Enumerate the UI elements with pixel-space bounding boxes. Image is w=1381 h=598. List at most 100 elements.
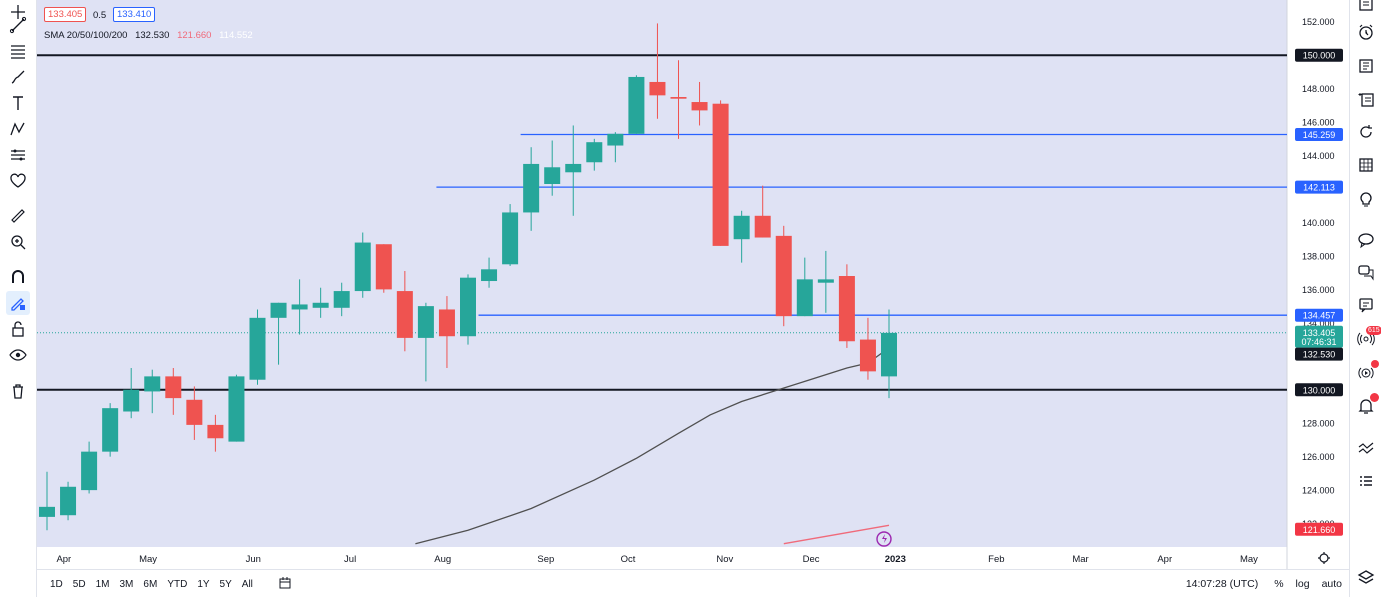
candle[interactable] (733, 210, 750, 263)
percent-toggle[interactable]: % (1274, 578, 1284, 590)
brush-icon[interactable] (6, 65, 30, 89)
candle[interactable] (607, 132, 624, 163)
layers-icon[interactable] (1354, 565, 1378, 589)
candle[interactable] (312, 287, 329, 318)
chat-cloud-icon[interactable] (1354, 228, 1378, 252)
candle[interactable] (396, 270, 413, 352)
refresh-cycle-icon[interactable] (1354, 120, 1378, 144)
timeframe-button-1y[interactable]: 1Y (197, 578, 210, 590)
x-tick-label: Apr (1157, 554, 1172, 565)
candle[interactable] (102, 403, 119, 457)
pattern-tool-icon[interactable] (6, 117, 30, 141)
candle[interactable] (754, 185, 771, 238)
timeframe-button-1d[interactable]: 1D (50, 578, 63, 590)
trend-line-icon[interactable] (6, 13, 30, 37)
candle[interactable] (523, 147, 540, 231)
candle[interactable] (796, 257, 813, 317)
candle[interactable] (460, 274, 476, 345)
candle[interactable] (81, 441, 98, 494)
zoom-in-icon[interactable] (6, 230, 30, 254)
candle[interactable] (144, 369, 161, 414)
stream-play-icon[interactable] (1354, 361, 1378, 385)
price-chart[interactable]: 122.000124.000126.000128.000130.000132.0… (37, 0, 1350, 569)
market-overview-icon[interactable] (1354, 436, 1378, 460)
candle[interactable] (481, 257, 498, 288)
candle[interactable] (270, 302, 287, 365)
stay-in-drawing-mode-icon[interactable] (6, 291, 30, 315)
candle[interactable] (502, 204, 519, 266)
timeframe-button-1m[interactable]: 1M (95, 578, 110, 590)
timeframe-button-all[interactable]: All (241, 578, 253, 590)
timeframe-button-3m[interactable]: 3M (119, 578, 134, 590)
chart-pane[interactable]: 122.000124.000126.000128.000130.000132.0… (37, 0, 1350, 569)
candle-body (607, 133, 624, 146)
candle[interactable] (333, 282, 350, 317)
notification-dot-badge (1370, 393, 1379, 402)
sma50-line[interactable] (783, 524, 890, 545)
candle[interactable] (565, 125, 582, 216)
candle[interactable] (417, 302, 434, 382)
log-toggle[interactable]: log (1295, 578, 1310, 590)
candle[interactable] (438, 296, 455, 369)
candle[interactable] (775, 225, 792, 327)
news-icon[interactable] (1354, 54, 1378, 78)
lock-icon[interactable] (6, 317, 30, 341)
candle[interactable] (691, 81, 708, 126)
notification-bell-icon[interactable] (1354, 394, 1378, 418)
dividend-event-icon[interactable] (876, 531, 892, 547)
candle[interactable] (670, 60, 687, 139)
alarm-clock-icon[interactable] (1354, 20, 1378, 44)
timeframe-button-5d[interactable]: 5D (72, 578, 86, 590)
candle[interactable] (712, 100, 729, 246)
candle[interactable] (291, 279, 308, 335)
text-tool-icon[interactable] (6, 91, 30, 115)
sma20-line[interactable] (415, 347, 890, 545)
candle[interactable] (838, 264, 855, 348)
chat-bubbles-icon[interactable] (1354, 260, 1378, 284)
candle[interactable] (859, 317, 876, 380)
crosshair-icon[interactable] (6, 0, 30, 24)
chart-settings-gear-icon[interactable] (1318, 552, 1330, 564)
clock-time[interactable]: 14:07:28 (UTC) (1185, 578, 1259, 590)
candle-body (417, 306, 434, 338)
auto-toggle[interactable]: auto (1321, 578, 1342, 590)
candle[interactable] (165, 368, 182, 415)
timeframe-button-6m[interactable]: 6M (143, 578, 158, 590)
prediction-tool-icon[interactable] (6, 143, 30, 167)
ask-price-box[interactable]: 133.410 (113, 7, 156, 22)
candle[interactable] (586, 138, 603, 171)
trash-icon[interactable] (6, 379, 30, 403)
add-list-icon[interactable] (1354, 87, 1378, 111)
candle[interactable] (60, 481, 77, 521)
calendar-grid-icon[interactable] (1354, 153, 1378, 177)
candle[interactable] (354, 232, 371, 298)
candle[interactable] (881, 309, 897, 399)
watchlist-icon[interactable] (1354, 0, 1378, 16)
candle[interactable] (817, 250, 834, 313)
timeframe-button-5y[interactable]: 5Y (219, 578, 232, 590)
candle[interactable] (249, 309, 266, 385)
candle[interactable] (649, 23, 666, 119)
candle[interactable] (207, 414, 224, 452)
candle[interactable] (544, 140, 561, 196)
lightbulb-icon[interactable] (1354, 187, 1378, 211)
timeframe-button-ytd[interactable]: YTD (167, 578, 188, 590)
candle[interactable] (123, 368, 140, 419)
date-range-calendar-icon[interactable] (278, 576, 292, 593)
candle[interactable] (186, 386, 203, 440)
candle[interactable] (375, 244, 392, 293)
sma-legend[interactable]: SMA 20/50/100/200 132.530 121.660 114.55… (44, 30, 258, 41)
ruler-icon[interactable] (6, 204, 30, 228)
bid-price-box[interactable]: 133.405 (44, 7, 87, 22)
chat-message-icon[interactable] (1354, 293, 1378, 317)
fib-retracement-icon[interactable] (6, 39, 30, 63)
broadcast-signal-icon[interactable] (1354, 326, 1378, 350)
candle[interactable] (39, 471, 55, 531)
favorites-heart-icon[interactable] (6, 169, 30, 193)
candle-body (333, 291, 350, 308)
candle[interactable] (228, 374, 245, 442)
magnet-icon[interactable] (6, 265, 30, 289)
eye-icon[interactable] (6, 343, 30, 367)
dot-grid-icon[interactable] (1354, 469, 1378, 493)
candle[interactable] (628, 75, 645, 134)
